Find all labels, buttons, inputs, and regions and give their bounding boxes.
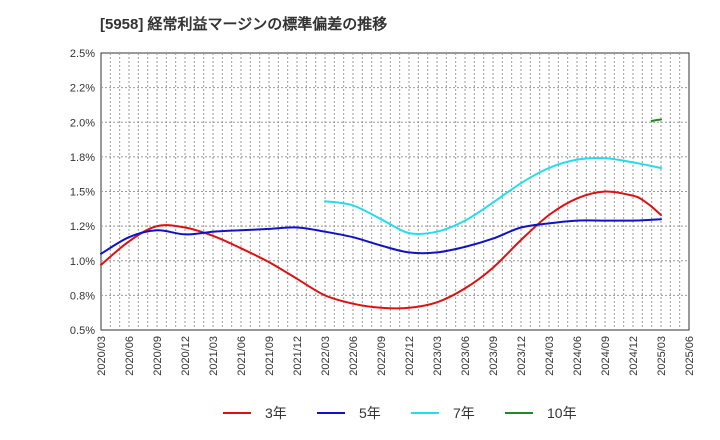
x-tick-label: 2021/03 (208, 336, 220, 376)
legend: 3年 5年 7年 10年 (223, 405, 577, 421)
y-tick-label: 1.8% (70, 152, 95, 164)
x-tick-label: 2020/09 (152, 336, 164, 376)
y-axis-ticks: 0.5% 0.8% 1.0% 1.2% 1.5% 1.8% 2.0% 2.2% 2.5% (70, 48, 95, 337)
series-line-1 (100, 218, 662, 255)
x-tick-label: 2023/03 (432, 336, 444, 376)
x-tick-label: 2023/12 (516, 336, 528, 376)
x-tick-label: 2022/03 (320, 336, 332, 376)
series-lines (100, 118, 662, 310)
y-tick-label: 2.5% (70, 48, 95, 60)
x-tick-label: 2023/06 (460, 336, 472, 376)
x-tick-label: 2024/12 (628, 336, 640, 376)
x-tick-label: 2024/03 (544, 336, 556, 376)
x-tick-label: 2022/09 (376, 336, 388, 376)
x-tick-label: 2023/09 (488, 336, 500, 376)
legend-label: 10年 (547, 405, 577, 421)
x-tick-label: 2024/06 (572, 336, 584, 376)
x-tick-label: 2020/03 (96, 336, 108, 376)
legend-label: 5年 (359, 405, 381, 421)
x-tick-label: 2021/06 (236, 336, 248, 376)
y-tick-label: 2.0% (70, 117, 95, 129)
x-tick-label: 2025/06 (684, 336, 696, 376)
x-axis-ticks: 2020/03 2020/06 2020/09 2020/12 2021/03 2021/… (96, 336, 696, 376)
x-tick-label: 2021/12 (292, 336, 304, 376)
y-tick-label: 1.0% (70, 256, 95, 268)
x-tick-label: 2022/06 (348, 336, 360, 376)
x-tick-label: 2021/09 (264, 336, 276, 376)
series-line-3 (650, 118, 662, 122)
legend-label: 7年 (453, 405, 475, 421)
chart-title: [5958] 経常利益マージンの標準偏差の推移 (100, 16, 388, 33)
x-tick-label: 2020/06 (124, 336, 136, 376)
x-tick-label: 2020/12 (180, 336, 192, 376)
y-tick-label: 0.5% (70, 325, 95, 337)
legend-label: 3年 (265, 405, 287, 421)
y-tick-label: 1.5% (70, 187, 95, 199)
x-tick-label: 2022/12 (404, 336, 416, 376)
x-tick-label: 2024/09 (600, 336, 612, 376)
y-tick-label: 1.2% (70, 221, 95, 233)
y-tick-label: 2.2% (70, 83, 95, 95)
x-tick-label: 2025/03 (656, 336, 668, 376)
y-tick-label: 0.8% (70, 290, 95, 302)
series-line-2 (324, 157, 662, 236)
